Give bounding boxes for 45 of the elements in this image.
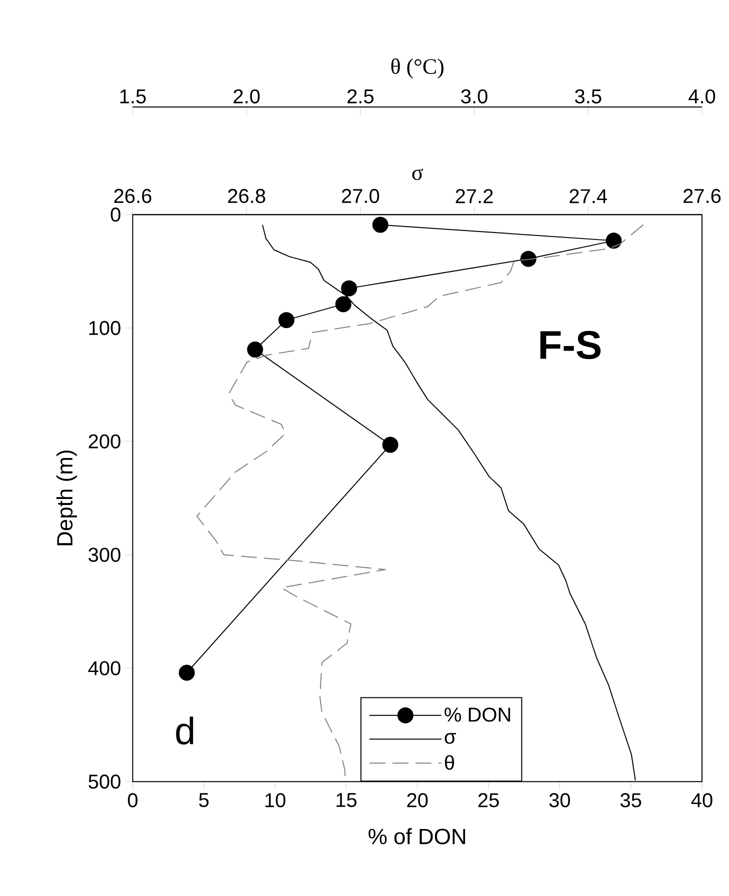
x-tick-label: 40 <box>691 793 712 808</box>
x-tick-label: 25 <box>478 793 499 808</box>
x-tick-label: 15 <box>336 793 356 808</box>
legend-label: σ <box>444 733 456 744</box>
x2-tick-label: 27.6 <box>684 188 721 204</box>
y-tick-label: 400 <box>88 661 120 676</box>
x2-tick-label: 27.2 <box>456 189 493 204</box>
x-tick-label: 5 <box>199 793 209 808</box>
point <box>341 280 358 296</box>
point <box>606 232 622 249</box>
y-axis-title: Depth (m) <box>56 450 77 546</box>
x-tick-label: 4.0 <box>688 89 716 104</box>
y-tick-label: 100 <box>89 320 120 336</box>
x2-tick-label: 26.8 <box>228 188 266 204</box>
y-tick-label: 500 <box>88 774 120 789</box>
x-axis-title: θ (°C) <box>391 58 444 78</box>
x-tick-label: 20 <box>407 793 428 808</box>
x-tick-label: 10 <box>265 793 286 808</box>
annotation: F-S <box>540 330 601 360</box>
x-tick-label: 1.5 <box>120 90 146 104</box>
y-tick-label: 300 <box>88 548 120 562</box>
point <box>382 436 398 453</box>
x-axis-title: % of DON <box>368 828 466 844</box>
x-tick-label: 3.5 <box>575 89 602 104</box>
text: θ <box>444 755 454 770</box>
x2-axis-title: σ <box>412 168 423 180</box>
point <box>278 312 294 328</box>
x2-tick-label: 27.4 <box>570 189 608 204</box>
x-tick-label: 0 <box>128 793 138 808</box>
x2-tick-label: 26.6 <box>114 188 152 204</box>
legend-label: % DON <box>444 708 510 722</box>
point <box>247 342 264 358</box>
point <box>520 250 536 267</box>
point <box>335 296 352 312</box>
x-tick-label: 30 <box>549 793 570 808</box>
x2-tick-label: 27.0 <box>342 188 380 204</box>
x-tick-label: 35 <box>620 793 642 808</box>
x-tick-label: 3.0 <box>461 89 488 104</box>
y-tick-label: 200 <box>88 434 120 448</box>
x-tick-label: 2.5 <box>348 89 374 104</box>
annotation: d <box>176 716 194 745</box>
point <box>372 216 388 233</box>
point <box>178 664 195 681</box>
y-tick-label: 0 <box>110 208 120 222</box>
x-tick-label: 2.0 <box>234 89 260 104</box>
